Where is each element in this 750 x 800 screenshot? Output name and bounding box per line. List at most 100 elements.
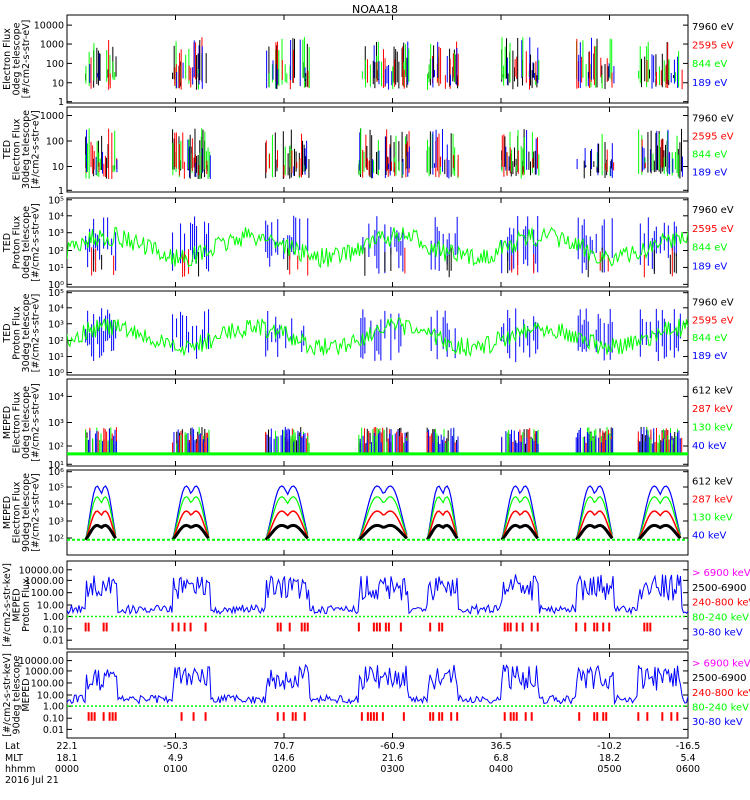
x-row-label: hhmm bbox=[5, 764, 36, 775]
flux-130kev bbox=[637, 496, 681, 540]
x-row-label: MLT bbox=[5, 753, 23, 764]
y-tick-label: 10⁰ bbox=[48, 280, 64, 291]
flux-612kev bbox=[637, 523, 682, 541]
y-axis-label: [#/cm2-s-str-eV] bbox=[21, 20, 32, 99]
panel-frame bbox=[66, 469, 689, 556]
y-tick-label: 10⁰ bbox=[48, 368, 64, 379]
data-traces bbox=[67, 574, 688, 632]
y-axis-label: [#/cm2-s-str-keV] bbox=[2, 653, 13, 737]
x-hhmm-value: 0500 bbox=[597, 764, 621, 775]
flux-40kev bbox=[426, 485, 458, 540]
legend-entry: 2595 eV bbox=[692, 41, 734, 52]
x-row-label: Lat bbox=[5, 741, 20, 752]
y-tick-label: 10³ bbox=[48, 319, 64, 330]
flux-line bbox=[67, 226, 688, 269]
flux-130kev bbox=[85, 495, 117, 540]
y-tick-label: 10⁴ bbox=[48, 392, 64, 403]
x-hhmm-value: 0300 bbox=[380, 764, 404, 775]
legend-entry: 612 keV bbox=[692, 477, 733, 488]
flux-130kev bbox=[171, 496, 210, 540]
legend-entry: 612 keV bbox=[692, 386, 733, 397]
flux-40kev bbox=[637, 485, 681, 540]
flux-612kev bbox=[264, 523, 309, 541]
legend-entry: 844 eV bbox=[692, 150, 727, 161]
y-tick-label: 1.00 bbox=[43, 702, 64, 713]
panel-frame bbox=[66, 14, 689, 104]
legend-entry: 30-80 keV bbox=[692, 628, 743, 639]
y-tick-label: 1000 bbox=[40, 40, 64, 51]
flux-612kev bbox=[575, 523, 614, 541]
y-axis-label: Proton Flux bbox=[12, 306, 23, 360]
y-tick-label: 0.10 bbox=[43, 714, 64, 725]
x-mlt-value: 18.1 bbox=[56, 753, 77, 764]
legend-entry: 844 eV bbox=[692, 59, 727, 70]
y-tick-label: 10⁵ bbox=[48, 483, 64, 494]
flux-287kev bbox=[358, 510, 408, 541]
flux-30-80kev bbox=[67, 574, 688, 616]
x-hhmm-value: 0100 bbox=[163, 764, 187, 775]
x-lat-value: -16.5 bbox=[676, 741, 701, 752]
y-tick-label: 10000.00 bbox=[19, 656, 64, 667]
legend-entry: 240-800 keV bbox=[692, 598, 750, 609]
data-traces bbox=[67, 485, 688, 541]
flux-130kev bbox=[265, 496, 309, 540]
legend-entry: 287 keV bbox=[692, 404, 733, 415]
x-hhmm-value: 0000 bbox=[55, 764, 79, 775]
y-tick-label: 1.00 bbox=[43, 612, 64, 623]
legend-entry: 130 keV bbox=[692, 423, 733, 434]
flux-287kev bbox=[265, 510, 309, 541]
legend-entry: 7960 eV bbox=[692, 297, 734, 308]
y-axis-label: MEPED bbox=[12, 588, 23, 621]
flux-30-80kev bbox=[67, 664, 688, 706]
flux-287kev bbox=[84, 510, 117, 540]
flux-612kev bbox=[171, 523, 210, 541]
y-tick-label: 10² bbox=[48, 441, 64, 452]
flux-40kev bbox=[265, 485, 309, 540]
legend-entry: 80-240 keV bbox=[692, 613, 749, 624]
legend-entry: 2595 eV bbox=[692, 224, 734, 235]
y-axis-label: Electron Flux bbox=[2, 28, 13, 90]
y-tick-label: 10⁶ bbox=[48, 467, 64, 478]
data-traces bbox=[67, 426, 688, 456]
y-tick-label: 10 bbox=[52, 78, 64, 89]
flux-612kev bbox=[500, 523, 539, 541]
data-traces bbox=[85, 128, 683, 180]
y-axis-label: Electron Flux bbox=[12, 481, 23, 543]
y-tick-label: 10⁴ bbox=[48, 303, 64, 314]
flux-130kev bbox=[501, 496, 539, 540]
y-tick-label: 0.01 bbox=[43, 636, 64, 647]
legend-entry: 7960 eV bbox=[692, 205, 734, 216]
flux-40kev bbox=[358, 485, 408, 540]
x-mlt-value: 4.9 bbox=[168, 753, 183, 764]
panel-frame bbox=[66, 197, 689, 288]
panel-frame bbox=[66, 560, 689, 650]
x-lat-value: -50.3 bbox=[163, 741, 188, 752]
y-tick-label: 10¹ bbox=[48, 263, 64, 274]
y-tick-label: 10000.00 bbox=[19, 565, 64, 576]
y-axis-label: 90deg telescope bbox=[21, 473, 32, 552]
y-axis-label: TED bbox=[2, 233, 13, 253]
flux-287kev bbox=[501, 510, 539, 541]
flux-130kev bbox=[426, 495, 458, 540]
x-mlt-value: 5.4 bbox=[680, 753, 695, 764]
y-axis-label: [#/cm2-s-str-eV] bbox=[31, 473, 42, 552]
y-axis-label: Proton Flux bbox=[12, 215, 23, 269]
x-lat-value: 22.1 bbox=[56, 741, 77, 752]
y-tick-label: 10⁴ bbox=[48, 500, 64, 511]
y-axis-label: [#/cm2-s-str-eV] bbox=[31, 110, 42, 189]
legend-entry: 7960 eV bbox=[692, 114, 734, 125]
legend-entry: 40 keV bbox=[692, 441, 726, 452]
flux-612kev bbox=[357, 523, 408, 541]
x-hhmm-value: 0400 bbox=[489, 764, 513, 775]
panel-frame bbox=[66, 106, 689, 193]
flux-287kev bbox=[637, 510, 682, 541]
y-axis-label: Proton Flux bbox=[21, 578, 32, 632]
y-axis-label: [#/cm2-s-str-eV] bbox=[31, 294, 42, 373]
legend-entry: 2595 eV bbox=[692, 132, 734, 143]
y-axis-label: 0deg telescope bbox=[21, 386, 32, 459]
legend-entry: > 6900 keV bbox=[692, 659, 750, 670]
